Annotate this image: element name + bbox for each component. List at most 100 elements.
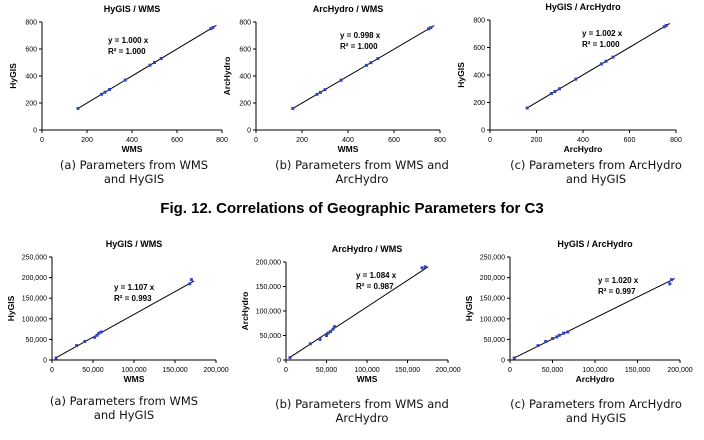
y-tick-label: 200,000 xyxy=(256,260,281,267)
x-tick-label: 200 xyxy=(531,137,543,144)
y-tick-label: 400 xyxy=(473,73,485,80)
y-tick-label: 0 xyxy=(247,128,251,135)
data-point xyxy=(544,339,548,343)
y-tick-label: 800 xyxy=(473,18,485,25)
data-point xyxy=(599,62,603,66)
caption-line: (c) Parameters from ArcHydro xyxy=(510,397,682,411)
x-tick-label: 600 xyxy=(624,137,636,144)
y-axis-label: HyGIS xyxy=(6,295,16,321)
data-point xyxy=(376,57,380,61)
y-tick-label: 400 xyxy=(239,74,251,81)
data-point xyxy=(525,106,529,110)
y-tick-label: 600 xyxy=(473,45,485,52)
y-tick-label: 100,000 xyxy=(256,309,281,316)
data-point xyxy=(93,335,97,339)
data-point xyxy=(553,90,557,93)
data-point xyxy=(100,92,104,96)
x-tick-label: 400 xyxy=(126,137,138,144)
r-squared-label: R² = 0.987 xyxy=(356,282,394,291)
data-point xyxy=(551,337,554,341)
r-squared-label: R² = 1.000 xyxy=(108,47,146,56)
data-point xyxy=(326,331,330,335)
panel-caption-bottom-b: (b) Parameters from WMS and ArcHydro xyxy=(262,397,462,425)
data-point xyxy=(512,356,516,360)
y-tick-label: 50,000 xyxy=(484,337,506,344)
x-tick-label: 0 xyxy=(50,367,54,374)
x-tick-label: 200,000 xyxy=(435,367,460,374)
chart-title: HyGIS / ArcHydro xyxy=(545,2,621,12)
panel-caption-top-a: (a) Parameters from WMS and HyGIS xyxy=(34,158,234,186)
caption-line: (c) Parameters from ArcHydro xyxy=(510,158,682,172)
caption-line: (a) Parameters from WMS xyxy=(59,158,209,172)
y-tick-label: 0 xyxy=(33,128,37,135)
x-axis-label: WMS xyxy=(357,374,378,384)
data-point xyxy=(318,337,322,341)
y-tick-label: 150,000 xyxy=(480,296,505,303)
x-tick-label: 0 xyxy=(508,367,512,374)
x-tick-label: 200,000 xyxy=(667,367,692,374)
y-tick-label: 150,000 xyxy=(22,296,47,303)
data-point xyxy=(123,78,127,82)
y-tick-label: 200 xyxy=(25,101,37,108)
caption-line: ArcHydro xyxy=(335,411,389,425)
equation-label: y = 1.084 x xyxy=(356,271,397,280)
x-tick-label: 0 xyxy=(40,137,44,144)
data-point xyxy=(562,331,566,335)
y-axis-label: HyGIS xyxy=(456,62,466,88)
data-point xyxy=(76,106,80,110)
data-point xyxy=(325,334,328,337)
y-tick-label: 100,000 xyxy=(22,316,47,323)
data-point xyxy=(148,63,152,67)
x-axis-label: WMS xyxy=(122,144,143,154)
data-point xyxy=(555,335,559,339)
data-point xyxy=(574,77,578,81)
trend-line xyxy=(55,280,195,359)
data-point xyxy=(668,282,672,286)
data-point xyxy=(339,78,343,82)
r-squared-label: R² = 1.000 xyxy=(582,40,620,49)
r-squared-label: R² = 0.993 xyxy=(114,294,152,303)
data-point xyxy=(323,88,327,92)
y-tick-label: 0 xyxy=(43,358,47,365)
x-tick-label: 400 xyxy=(342,137,354,144)
equation-label: y = 0.998 x xyxy=(340,31,381,40)
y-axis-label: ArcHydro xyxy=(240,292,250,331)
y-tick-label: 0 xyxy=(277,358,281,365)
data-point xyxy=(318,90,322,94)
y-tick-label: 200,000 xyxy=(480,275,505,282)
data-point xyxy=(549,92,553,96)
data-point xyxy=(75,344,79,348)
data-point xyxy=(536,344,540,348)
x-tick-label: 800 xyxy=(670,137,682,144)
data-point xyxy=(211,25,215,29)
x-axis-label: ArcHydro xyxy=(576,374,615,384)
y-axis-label: ArcHydro xyxy=(222,57,232,96)
caption-line: and HyGIS xyxy=(565,172,627,186)
chart-title: HyGIS / ArcHydro xyxy=(557,239,633,249)
data-point xyxy=(420,266,424,270)
y-tick-label: 50,000 xyxy=(26,337,48,344)
trend-line xyxy=(289,266,429,358)
y-tick-label: 50,000 xyxy=(260,333,282,340)
data-point xyxy=(315,92,319,96)
x-tick-label: 800 xyxy=(216,137,228,144)
x-tick-label: 50,000 xyxy=(316,367,338,374)
x-tick-label: 100,000 xyxy=(354,367,379,374)
data-point xyxy=(288,356,292,360)
data-point xyxy=(429,26,433,30)
panel-caption-bottom-a: (a) Parameters from WMS and HyGIS xyxy=(24,394,224,422)
caption-line: and HyGIS xyxy=(565,411,627,425)
equation-label: y = 1.020 x xyxy=(598,276,639,285)
x-tick-label: 150,000 xyxy=(625,367,650,374)
caption-line: and HyGIS xyxy=(103,172,165,186)
data-point xyxy=(423,265,427,269)
figure-caption: Fig. 12. Correlations of Geographic Para… xyxy=(160,200,544,217)
trend-line xyxy=(514,278,675,359)
x-tick-label: 150,000 xyxy=(395,367,420,374)
y-tick-label: 150,000 xyxy=(256,284,281,291)
data-point xyxy=(189,278,193,282)
chart-title: HyGIS / WMS xyxy=(104,4,161,14)
equation-label: y = 1.107 x xyxy=(114,283,155,292)
r-squared-label: R² = 0.997 xyxy=(598,287,636,296)
y-axis-label: HyGIS xyxy=(464,295,474,321)
